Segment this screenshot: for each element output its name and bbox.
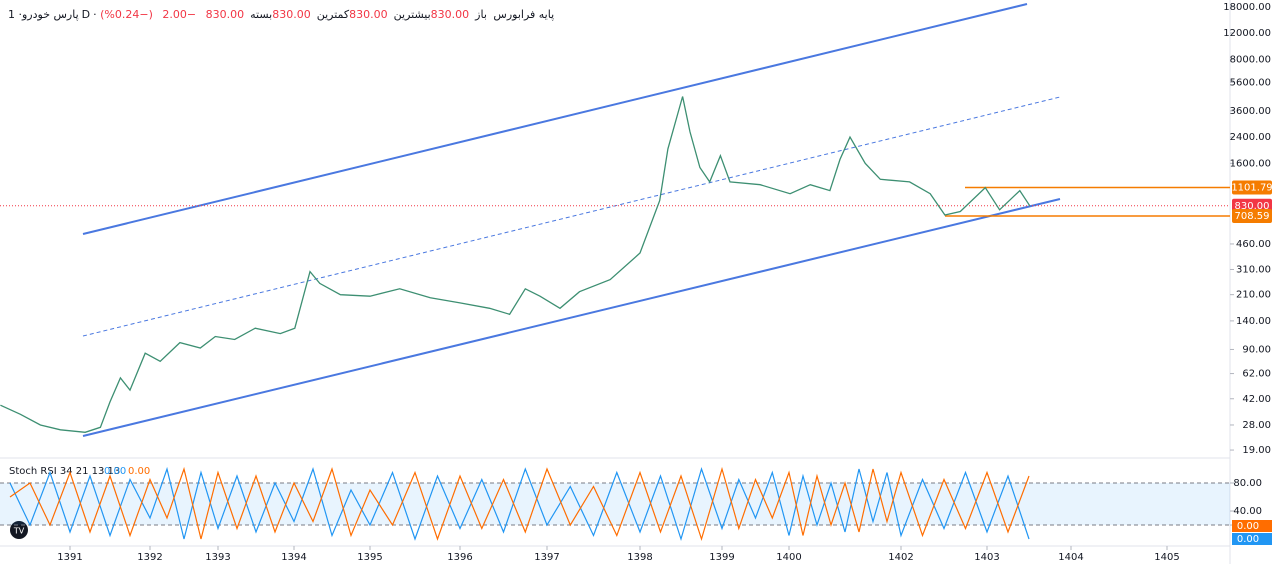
indicator-readout: 0.00	[104, 466, 126, 477]
y-tick-label: 28.00	[1242, 420, 1271, 431]
y-tick-label: 40.00	[1233, 506, 1262, 517]
ohlc-label: بیشترین	[393, 8, 431, 21]
stoch-line	[9, 466, 1030, 542]
indicator-readout: 0.00	[128, 466, 150, 477]
price-tag: 708.59	[1235, 211, 1270, 222]
stoch-tag-bg	[1232, 533, 1272, 545]
y-tick-label: 460.00	[1236, 239, 1271, 250]
x-tick-label: 1404	[1058, 552, 1083, 563]
indicator-title: Stoch RSI 34 21 13 13	[9, 466, 120, 477]
x-tick-label: 1392	[137, 552, 162, 563]
price-tag: 830.00	[1235, 201, 1270, 212]
y-tick-label: 80.00	[1233, 478, 1262, 489]
price-tag: 1101.79	[1231, 182, 1272, 193]
x-tick-label: 1395	[357, 552, 382, 563]
price-line	[0, 96, 1031, 433]
trend-line	[82, 198, 1061, 437]
y-tick-label: 210.00	[1236, 290, 1271, 301]
x-tick-label: 1402	[888, 552, 913, 563]
x-tick-label: 1400	[776, 552, 801, 563]
change-pct: (−0.24%)	[100, 8, 153, 21]
ohlc-value: 830.00	[272, 8, 311, 21]
svg-text:TV: TV	[13, 527, 25, 536]
y-tick-label: 42.00	[1242, 394, 1271, 405]
exchange: پایه فرابورس	[493, 8, 555, 21]
ohlc-value: 830.00	[349, 8, 388, 21]
ohlc-value: 830.00	[430, 8, 470, 21]
y-tick-label: 19.00	[1242, 445, 1271, 456]
ohlc-value: 830.00	[205, 8, 245, 21]
y-tick-label: 8000.00	[1230, 54, 1271, 65]
ohlc-label: کمترین	[316, 8, 350, 21]
price-tag-bg	[1232, 180, 1272, 195]
y-tick-label: 310.00	[1236, 264, 1271, 275]
y-tick-label: 1600.00	[1230, 158, 1271, 169]
x-tick-label: 1393	[205, 552, 230, 563]
stoch-band	[0, 483, 1230, 526]
price-tag-bg	[1232, 209, 1272, 224]
change: −2.00	[162, 8, 197, 21]
x-tick-label: 1403	[974, 552, 999, 563]
y-tick-label: 5600.00	[1230, 77, 1271, 88]
interval: 1D	[8, 8, 91, 21]
y-tick-label: 2400.00	[1230, 132, 1271, 143]
x-tick-label: 1405	[1154, 552, 1179, 563]
symbol-header: پارس خودرو· 1D · پایه فرابورس باز830.00بی…	[8, 8, 555, 21]
stoch-tag: 0.00	[1237, 521, 1259, 532]
y-tick-label: 3600.00	[1230, 106, 1271, 117]
ohlc-label: بسته	[250, 8, 273, 21]
y-tick-label: 90.00	[1242, 344, 1271, 355]
x-tick-label: 1398	[627, 552, 652, 563]
trend-line	[82, 3, 1028, 235]
stoch-tag-bg	[1232, 520, 1272, 532]
x-tick-label: 1391	[57, 552, 82, 563]
y-tick-label: 140.00	[1236, 316, 1271, 327]
x-tick-label: 1399	[709, 552, 734, 563]
x-tick-label: 1394	[281, 552, 306, 563]
y-tick-label: 18000.00	[1223, 2, 1271, 13]
x-tick-label: 1397	[534, 552, 559, 563]
stoch-tag: 0.00	[1237, 534, 1259, 545]
ohlc-label: باز	[475, 8, 487, 21]
x-tick-label: 1396	[447, 552, 472, 563]
symbol: پارس خودرو	[22, 8, 79, 21]
y-tick-label: 62.00	[1242, 369, 1271, 380]
ohlc: باز830.00بیشترین830.00کمترین830.00بسته83…	[206, 8, 487, 21]
stoch-line	[9, 466, 1030, 542]
y-tick-label: 12000.00	[1223, 28, 1271, 39]
